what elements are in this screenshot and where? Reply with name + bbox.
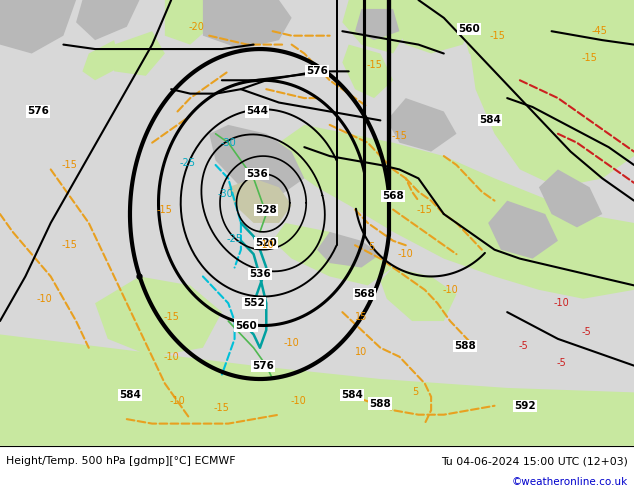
- Text: -10: -10: [398, 249, 413, 259]
- Text: -45: -45: [591, 26, 607, 36]
- Text: 584: 584: [119, 390, 141, 400]
- Polygon shape: [273, 223, 393, 285]
- Text: 568: 568: [382, 191, 404, 201]
- Polygon shape: [203, 0, 292, 49]
- Text: -10: -10: [443, 285, 458, 295]
- Polygon shape: [82, 370, 114, 401]
- Text: 576: 576: [306, 66, 328, 76]
- Text: -15: -15: [366, 60, 382, 70]
- Text: 520: 520: [256, 238, 277, 248]
- Polygon shape: [456, 0, 539, 67]
- Polygon shape: [51, 348, 89, 379]
- Text: -10: -10: [553, 298, 569, 308]
- Polygon shape: [279, 125, 634, 299]
- Text: -15: -15: [214, 403, 230, 413]
- Text: 544: 544: [246, 106, 268, 117]
- Text: ©weatheronline.co.uk: ©weatheronline.co.uk: [512, 477, 628, 487]
- Polygon shape: [95, 276, 222, 357]
- Text: -5: -5: [518, 341, 528, 350]
- Text: 584: 584: [479, 115, 501, 125]
- Text: -15: -15: [581, 53, 598, 63]
- Text: -25: -25: [226, 234, 243, 244]
- Text: -15: -15: [61, 240, 78, 250]
- Text: 560: 560: [458, 24, 480, 34]
- Polygon shape: [317, 232, 380, 268]
- Text: 552: 552: [243, 298, 264, 308]
- Text: -30: -30: [221, 138, 236, 147]
- Text: -10: -10: [37, 294, 52, 304]
- Text: -15: -15: [163, 312, 179, 321]
- Polygon shape: [469, 0, 634, 187]
- Text: -10: -10: [164, 352, 179, 362]
- Text: 5: 5: [412, 388, 418, 397]
- Text: 15: 15: [355, 312, 368, 321]
- Text: -15: -15: [157, 204, 173, 215]
- Text: -5: -5: [581, 327, 592, 337]
- Text: -20: -20: [188, 22, 205, 32]
- Polygon shape: [0, 334, 634, 446]
- Text: -15: -15: [61, 160, 78, 170]
- Text: -5: -5: [556, 358, 566, 368]
- Text: 5: 5: [368, 243, 374, 252]
- Text: Tu 04-06-2024 15:00 UTC (12+03): Tu 04-06-2024 15:00 UTC (12+03): [441, 456, 628, 466]
- Text: -30: -30: [217, 189, 233, 199]
- Polygon shape: [76, 0, 139, 40]
- Text: 584: 584: [341, 390, 363, 400]
- Polygon shape: [342, 45, 393, 98]
- Text: -15: -15: [417, 204, 433, 215]
- Polygon shape: [165, 0, 216, 45]
- Text: 560: 560: [235, 320, 257, 331]
- Text: 568: 568: [354, 289, 375, 299]
- Polygon shape: [82, 40, 120, 80]
- Text: -10: -10: [259, 240, 274, 250]
- Text: -10: -10: [284, 338, 299, 348]
- Polygon shape: [539, 170, 602, 227]
- Text: 576: 576: [27, 106, 49, 117]
- Text: 588: 588: [370, 398, 391, 409]
- Text: -15: -15: [391, 131, 408, 141]
- Polygon shape: [114, 31, 165, 76]
- Text: 588: 588: [454, 341, 476, 350]
- Polygon shape: [380, 268, 456, 321]
- Text: -10: -10: [170, 396, 185, 406]
- Text: -25: -25: [179, 158, 195, 168]
- Polygon shape: [228, 178, 292, 223]
- Text: -15: -15: [489, 31, 506, 41]
- Polygon shape: [0, 0, 634, 446]
- Polygon shape: [387, 98, 456, 151]
- Polygon shape: [209, 125, 304, 196]
- Text: 536: 536: [249, 269, 271, 279]
- Text: -10: -10: [290, 396, 306, 406]
- Polygon shape: [355, 9, 399, 40]
- Text: 10: 10: [355, 347, 368, 357]
- Text: 528: 528: [256, 204, 277, 215]
- Polygon shape: [342, 0, 412, 53]
- Polygon shape: [393, 0, 476, 53]
- Text: 592: 592: [514, 401, 536, 411]
- Text: 576: 576: [252, 361, 274, 370]
- Polygon shape: [488, 201, 558, 259]
- Text: 536: 536: [246, 169, 268, 179]
- Text: Height/Temp. 500 hPa [gdmp][°C] ECMWF: Height/Temp. 500 hPa [gdmp][°C] ECMWF: [6, 456, 236, 466]
- Polygon shape: [0, 0, 76, 53]
